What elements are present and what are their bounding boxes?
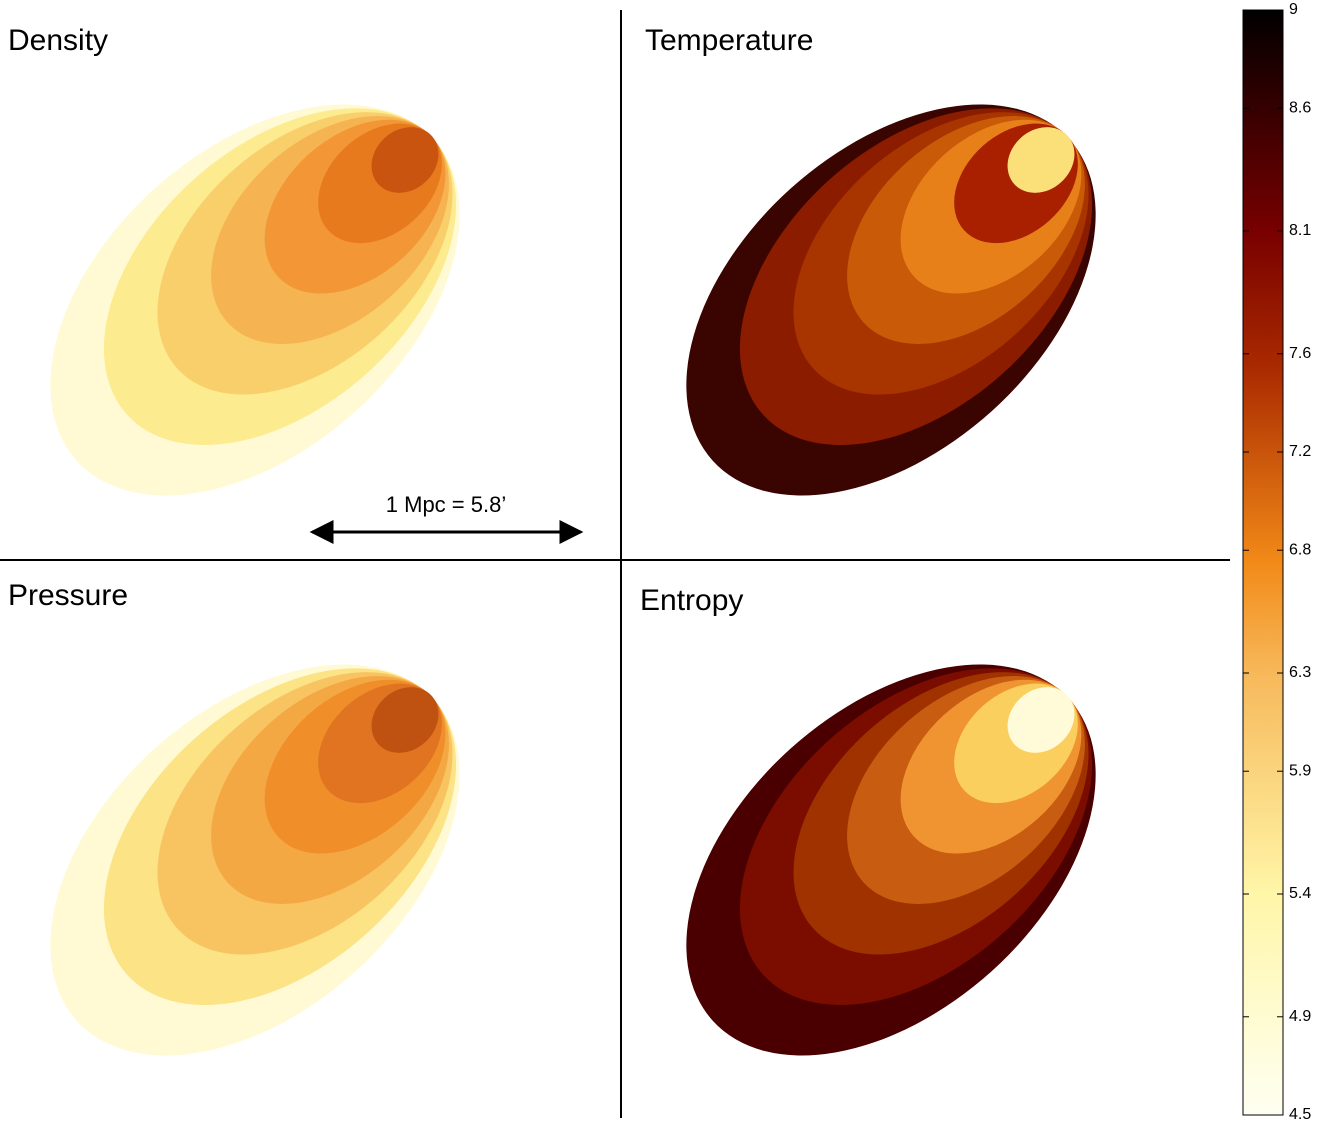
map-region bbox=[1007, 687, 1075, 753]
panel-title: Pressure bbox=[8, 579, 128, 612]
panel-title: Temperature bbox=[645, 24, 813, 57]
colorbar bbox=[1242, 9, 1284, 1116]
tick-label: 7.2 bbox=[1289, 443, 1311, 460]
scale-label: 1 Mpc = 5.8’ bbox=[386, 492, 506, 517]
tick-label: 5.4 bbox=[1289, 885, 1311, 902]
map bbox=[50, 104, 460, 496]
map bbox=[50, 664, 460, 1056]
panel-title: Entropy bbox=[640, 584, 743, 617]
tick-label: 5.9 bbox=[1289, 762, 1311, 779]
panel-title: Density bbox=[8, 24, 108, 57]
maps bbox=[50, 104, 1096, 1056]
tick-label: 8.6 bbox=[1289, 99, 1311, 116]
tick-label: 6.3 bbox=[1289, 664, 1311, 681]
tick-label: 9 bbox=[1289, 1, 1298, 18]
tick-label: 7.6 bbox=[1289, 345, 1311, 362]
tick-label: 6.8 bbox=[1289, 541, 1311, 558]
map bbox=[686, 104, 1096, 496]
map-region bbox=[1007, 127, 1075, 193]
colorbar-ticks: 9 8.6 8.1 7.6 7.2 6.8 6.3 5.9 5.4 4.9 4.5 bbox=[1243, 1, 1311, 1123]
map-region bbox=[371, 687, 439, 753]
tick-label: 4.9 bbox=[1289, 1008, 1311, 1025]
map-region bbox=[371, 127, 439, 193]
tick-label: 4.5 bbox=[1289, 1106, 1311, 1123]
map bbox=[686, 664, 1096, 1056]
tick-label: 8.1 bbox=[1289, 222, 1311, 239]
